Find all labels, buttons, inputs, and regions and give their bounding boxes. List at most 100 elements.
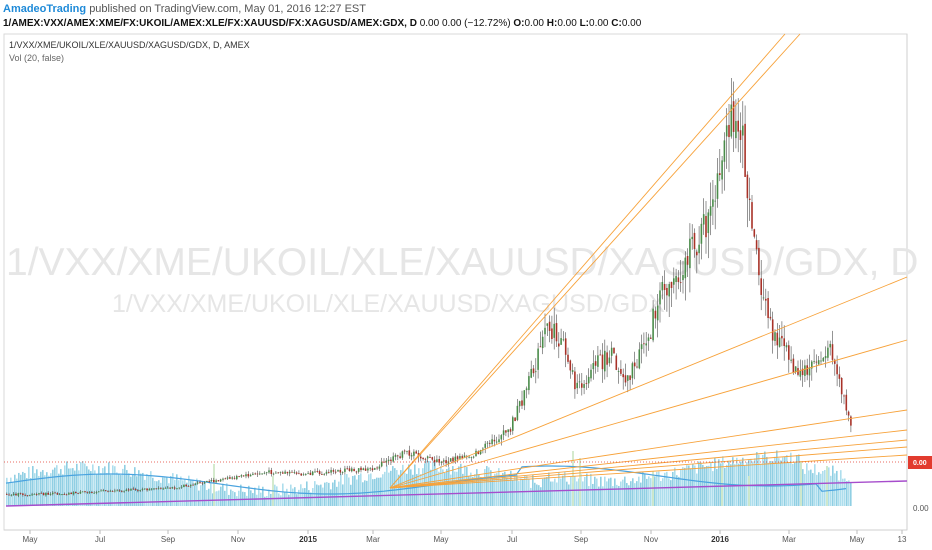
- volume-bar: [68, 468, 70, 506]
- candle-body: [840, 377, 843, 395]
- volume-bar: [226, 483, 228, 506]
- candle-body: [659, 290, 661, 305]
- volume-bar: [620, 481, 622, 506]
- volume-bar: [504, 471, 506, 506]
- fan-line[interactable]: [389, 429, 908, 489]
- candle-body: [553, 323, 555, 338]
- candle-body: [792, 358, 795, 373]
- candle-body: [456, 456, 459, 460]
- volume-bar: [420, 474, 422, 506]
- fan-line[interactable]: [389, 409, 908, 489]
- pane-symbol-legend[interactable]: 1/VXX/XME/UKOIL/XLE/XAUUSD/XAGUSD/GDX, D…: [9, 40, 250, 50]
- volume-bar: [440, 466, 442, 506]
- volume-bar: [422, 468, 424, 506]
- fan-line[interactable]: [389, 33, 786, 489]
- candle-body: [454, 456, 457, 461]
- candle-body: [569, 360, 572, 371]
- candle-body: [470, 456, 473, 458]
- candle-body: [49, 493, 52, 495]
- volume-bar: [102, 468, 104, 506]
- volume-bar: [180, 476, 182, 506]
- volume-bar: [200, 485, 202, 506]
- fan-line[interactable]: [389, 446, 908, 489]
- candle-body: [850, 416, 852, 426]
- candle-body: [806, 365, 808, 375]
- candle-body: [399, 456, 401, 458]
- candle-body: [514, 417, 516, 422]
- volume-bar: [346, 474, 348, 506]
- volume-bar: [560, 478, 562, 506]
- price-axis-tick: 0.00: [913, 504, 929, 513]
- candle-body: [548, 321, 551, 331]
- publish-line: AmadeoTrading published on TradingView.c…: [3, 3, 366, 15]
- candle-body: [107, 491, 109, 493]
- candle-body: [351, 468, 353, 472]
- candle-body: [615, 355, 618, 370]
- volume-bar: [630, 481, 632, 506]
- candle-body: [167, 487, 169, 489]
- candle-body: [337, 470, 339, 472]
- volume-bar: [276, 486, 278, 506]
- candle-body: [438, 459, 440, 463]
- volume-bar: [496, 473, 498, 506]
- volume-bar: [786, 455, 788, 506]
- fan-line[interactable]: [389, 454, 908, 489]
- candle-body: [141, 488, 144, 490]
- volume-bar: [186, 482, 188, 506]
- candle-body: [307, 472, 309, 474]
- fan-line[interactable]: [389, 276, 908, 489]
- drawing-layer[interactable]: [5, 33, 908, 507]
- candle-body: [224, 478, 227, 480]
- candle-body: [753, 229, 756, 237]
- candle-body: [10, 494, 13, 496]
- candle-body: [61, 494, 63, 496]
- author-link[interactable]: AmadeoTrading: [3, 3, 87, 15]
- candle-body: [24, 494, 26, 496]
- candle-body: [45, 492, 47, 496]
- volume-bar: [52, 469, 54, 506]
- trend-line[interactable]: [5, 480, 908, 507]
- volume-bar: [352, 475, 354, 506]
- fan-line[interactable]: [389, 439, 908, 489]
- candle-body: [68, 492, 70, 495]
- candle-body: [217, 480, 220, 482]
- volume-bar: [462, 473, 464, 506]
- x-axis-tick-label: Mar: [366, 535, 380, 544]
- volume-bar: [144, 479, 146, 506]
- fan-line[interactable]: [389, 33, 801, 489]
- volume-bar: [638, 476, 640, 506]
- symbol-title[interactable]: 1/AMEX:VXX/AMEX:XME/FX:UKOIL/AMEX:XLE/FX…: [3, 18, 417, 29]
- volume-bar: [452, 466, 454, 506]
- volume-bar: [812, 473, 814, 506]
- volume-bar: [28, 467, 30, 506]
- candle-body: [666, 287, 668, 296]
- fan-line[interactable]: [389, 339, 908, 489]
- candle-body: [144, 488, 146, 490]
- volume-bar: [74, 470, 76, 506]
- volume-bar: [688, 465, 690, 506]
- candle-body: [445, 460, 447, 464]
- candle-body: [767, 298, 769, 319]
- volume-bar: [262, 486, 264, 506]
- volume-bar: [398, 474, 400, 506]
- volume-bar: [76, 463, 78, 506]
- volume-bar: [300, 484, 302, 506]
- time-axis[interactable]: May Jul Sep Nov 2015 Mar May Jul Sep Nov 2016 Mar Ma…: [22, 530, 907, 544]
- candle-body: [58, 494, 61, 496]
- candle-body: [318, 471, 321, 475]
- candle-body: [222, 478, 224, 480]
- candle-body: [118, 490, 121, 492]
- volume-bar: [196, 478, 198, 506]
- volume-bar: [350, 484, 352, 506]
- candle-body: [785, 345, 788, 348]
- candle-body: [164, 487, 167, 489]
- volume-bar: [130, 476, 132, 506]
- volume-bar: [494, 473, 496, 506]
- volume-bar: [264, 496, 266, 506]
- volume-legend[interactable]: Vol (20, false): [9, 53, 64, 63]
- candle-body: [652, 308, 654, 341]
- volume-bar: [802, 469, 804, 506]
- volume-bar: [772, 461, 774, 506]
- volume-bar: [42, 470, 44, 506]
